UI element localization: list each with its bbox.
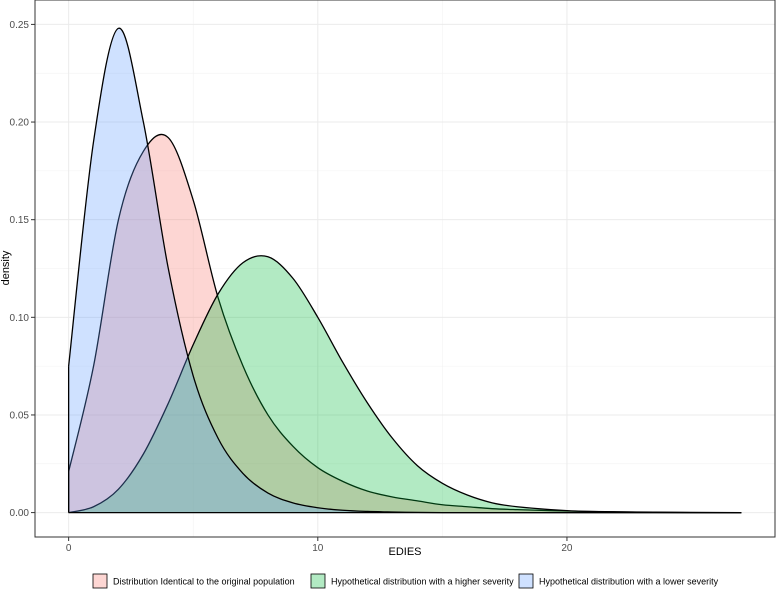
density-area-series-3 [68,28,742,513]
legend-key-3 [518,573,534,589]
legend-key-bg-3 [518,573,534,589]
legend-key-2 [310,573,326,589]
x-tick-label: 10 [312,543,324,554]
y-tick-label: 0.10 [10,313,30,324]
y-tick-label: 0.20 [10,118,30,129]
legend-label-3: Hypothetical distribution with a lower s… [539,577,719,587]
legend-key-bg-1 [92,573,108,589]
density-line-series-1 [68,133,742,514]
legend-key-bg-2 [310,573,326,589]
y-tick-label: 0.15 [10,215,30,226]
x-axis-ticks: 0 10 20 [66,537,573,554]
y-axis-title: density [0,250,12,285]
x-tick-label: 0 [66,543,72,554]
legend: Distribution Identical to the original p… [92,573,719,589]
plot-border [34,0,776,538]
density-area-series-1 [68,134,742,513]
y-tick-label: 0.25 [10,20,30,31]
x-axis-title: EDIES [388,546,421,558]
y-axis-ticks: 0.00 0.05 0.10 0.15 0.20 0.25 [10,20,35,519]
density-line-series-2 [68,255,742,514]
legend-key-1 [92,573,108,589]
x-tick-label: 20 [561,543,573,554]
minor-gridlines [35,0,775,537]
y-tick-label: 0.05 [10,410,30,421]
density-area-series-2 [68,255,742,513]
legend-label-2: Hypothetical distribution with a higher … [331,577,514,587]
legend-label-1: Distribution Identical to the original p… [113,577,295,587]
density-areas [67,27,742,514]
y-tick-label: 0.00 [10,508,30,519]
